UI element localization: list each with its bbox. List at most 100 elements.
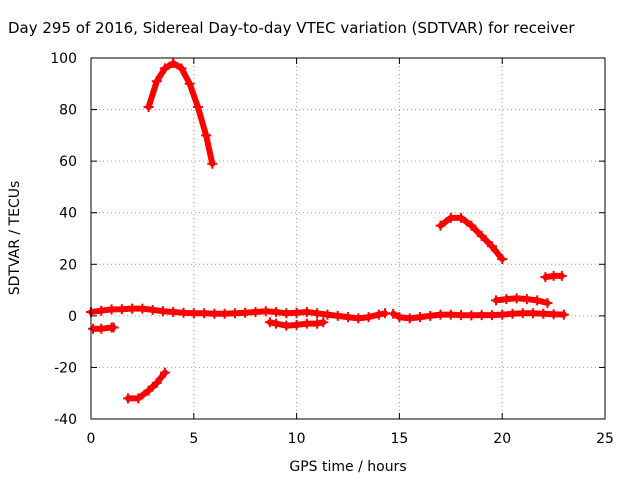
data-point <box>168 58 179 69</box>
data-point <box>445 309 456 320</box>
series-9 <box>540 270 567 283</box>
data-point <box>521 294 532 305</box>
series-3 <box>388 308 569 324</box>
plot-frame <box>90 57 606 420</box>
data-point <box>414 312 425 323</box>
data-point <box>176 63 187 74</box>
data-point <box>271 306 282 317</box>
data-point <box>363 312 374 323</box>
data-point <box>425 310 436 321</box>
data-point <box>445 212 456 223</box>
data-point <box>192 101 203 112</box>
series-trace <box>145 60 216 167</box>
series-8 <box>491 293 553 308</box>
data-point <box>160 367 171 378</box>
data-point <box>147 304 158 315</box>
data-series <box>86 58 569 404</box>
data-point <box>353 313 364 324</box>
series-1 <box>143 58 218 169</box>
data-point <box>476 230 487 241</box>
series-4 <box>88 322 119 334</box>
data-point <box>264 317 275 328</box>
series-6 <box>123 367 171 404</box>
y-tick-label: 20 <box>59 257 77 273</box>
data-point <box>456 310 467 321</box>
y-tick-label: -20 <box>54 360 77 376</box>
data-point <box>137 303 148 314</box>
data-point <box>511 293 522 304</box>
data-point <box>291 319 302 330</box>
x-tick-label: 10 <box>288 431 306 447</box>
series-5 <box>264 317 329 331</box>
data-point <box>491 295 502 306</box>
data-point <box>127 303 138 314</box>
data-point <box>528 308 539 319</box>
x-tick-label: 20 <box>493 431 511 447</box>
data-point <box>199 308 210 319</box>
axis-ticks <box>90 57 606 420</box>
data-point <box>116 304 127 315</box>
data-point <box>540 272 551 283</box>
data-point <box>209 308 220 319</box>
y-tick-label: 0 <box>68 309 77 325</box>
data-point <box>271 318 282 329</box>
data-point <box>133 393 144 404</box>
data-point <box>291 307 302 318</box>
data-point <box>151 76 162 87</box>
y-tick-label: 80 <box>59 103 77 119</box>
data-point <box>373 309 384 320</box>
x-tick-label: 5 <box>189 431 198 447</box>
data-point <box>143 385 154 396</box>
data-point <box>301 306 312 317</box>
data-point <box>538 308 549 319</box>
y-tick-label: 60 <box>59 154 77 170</box>
data-point <box>301 318 312 329</box>
x-tick-label: 25 <box>596 431 614 447</box>
series-7 <box>435 212 508 265</box>
data-point <box>507 308 518 319</box>
data-point <box>435 309 446 320</box>
data-point <box>188 308 199 319</box>
data-point <box>388 308 399 319</box>
data-point <box>404 313 415 324</box>
data-point <box>312 318 323 329</box>
data-point <box>517 308 528 319</box>
data-point <box>96 305 107 316</box>
data-point <box>343 312 353 323</box>
data-point <box>281 308 292 319</box>
grid <box>91 58 605 419</box>
data-point <box>322 309 333 320</box>
data-point <box>151 377 162 388</box>
data-point <box>123 393 134 404</box>
data-point <box>312 308 323 319</box>
data-point <box>532 295 543 306</box>
data-point <box>157 306 168 317</box>
data-point <box>250 306 261 317</box>
data-point <box>178 307 189 318</box>
data-point <box>108 322 119 333</box>
data-point <box>466 220 477 231</box>
data-point <box>548 309 559 320</box>
data-point <box>435 220 446 231</box>
data-point <box>486 241 497 252</box>
data-point <box>96 323 107 334</box>
data-point <box>466 310 477 321</box>
data-point <box>168 306 179 317</box>
data-point <box>542 297 553 308</box>
tick-labels: 0 5 10 15 20 25 -40 -20 0 20 40 60 80 100 <box>50 51 614 447</box>
x-tick-label: 0 <box>87 431 96 447</box>
data-point <box>476 310 487 321</box>
data-point <box>184 78 195 89</box>
y-tick-label: -40 <box>54 412 77 428</box>
chart-title: Day 295 of 2016, Sidereal Day-to-day VTE… <box>8 19 575 37</box>
data-point <box>497 254 508 265</box>
data-point <box>219 308 230 319</box>
data-point <box>201 130 212 141</box>
data-point <box>260 306 271 317</box>
data-point <box>456 212 467 223</box>
data-point <box>229 308 240 319</box>
data-point <box>394 312 405 323</box>
data-point <box>556 270 567 281</box>
data-point <box>497 309 508 320</box>
